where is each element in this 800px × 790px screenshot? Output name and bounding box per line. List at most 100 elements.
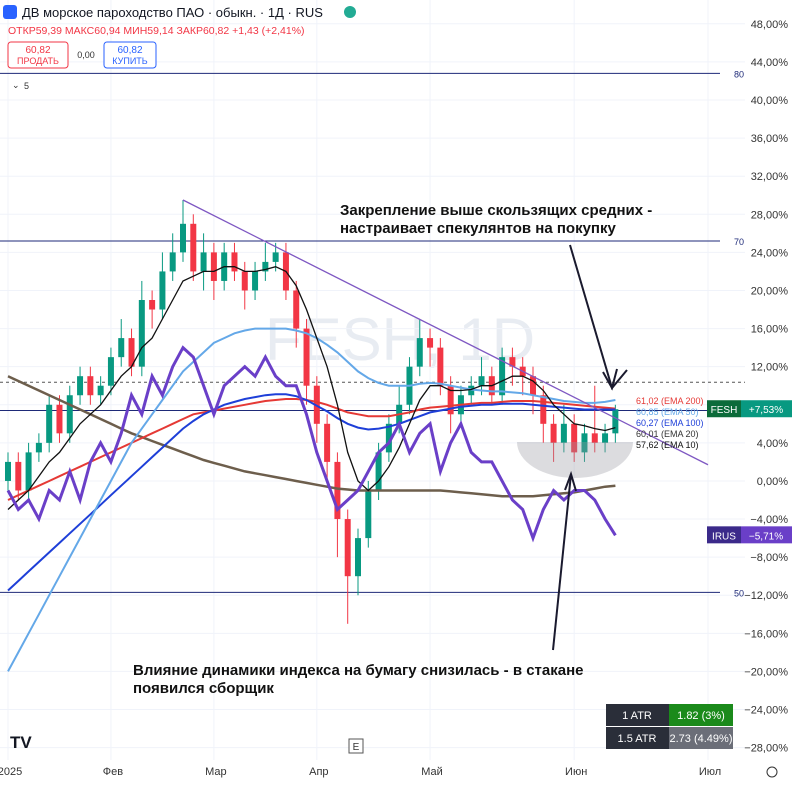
annotation: Влияние динамики индекса на бумагу снизи… [133, 662, 584, 679]
candle-body [334, 461, 341, 520]
candle-body [272, 252, 279, 262]
candle-body [231, 252, 238, 272]
level-label: 70 [734, 237, 744, 247]
candle-body [35, 442, 42, 453]
annotation: настраивает спекулянтов на покупку [340, 220, 616, 237]
candle-body [200, 252, 207, 272]
candle-body [66, 395, 73, 434]
candle-body [375, 452, 382, 491]
candle-body [612, 409, 619, 434]
buy-price: 60,82 [117, 45, 142, 56]
event-box[interactable] [348, 738, 364, 754]
candle-body [138, 300, 145, 367]
candle-body [344, 519, 351, 577]
ema-label: 61,02 (EMA 200) [636, 396, 704, 406]
candle-body [385, 423, 392, 453]
candle-body [190, 223, 197, 272]
candle-body [591, 433, 598, 443]
atr-text: 1.5 ATR [618, 733, 657, 745]
watermark: FESH, 1D [265, 306, 535, 373]
arrowhead [602, 368, 618, 391]
arrow [552, 473, 572, 651]
y-tick-label: 16,00% [751, 324, 789, 336]
candle-body [149, 300, 156, 310]
x-tick-label: Июн [565, 766, 587, 778]
sell-price: 60,82 [25, 45, 50, 56]
price-tag-name: IRUS [712, 531, 736, 542]
series-line [7, 375, 616, 498]
candle-body [241, 271, 248, 291]
candle-body [97, 385, 104, 396]
candle-body [355, 538, 361, 577]
price-tag-name: FESH [711, 405, 738, 416]
arrowhead [564, 470, 577, 492]
annotation: Закрепление выше скользящих средних - [340, 202, 652, 219]
tv-logo[interactable]: TV [10, 733, 32, 752]
y-tick-label: −20,00% [744, 666, 788, 678]
buy-label: КУПИТЬ [112, 56, 147, 66]
sell-label: ПРОДАТЬ [17, 56, 59, 66]
candle-body [530, 376, 536, 396]
price-tag-value: +7,53% [749, 405, 783, 416]
event-marker: E [353, 742, 360, 753]
candle-body [5, 461, 11, 481]
spread: 0,00 [77, 50, 95, 60]
y-tick-label: 48,00% [751, 19, 789, 31]
x-tick-label: Мар [205, 766, 227, 778]
ema-label: 60,01 (EMA 20) [636, 429, 699, 439]
candle-body [478, 376, 485, 386]
y-tick-label: 32,00% [751, 171, 789, 183]
x-tick-label: Фев [103, 766, 123, 778]
level-label: 80 [734, 69, 744, 79]
symbol-title: ДВ морское пароходство ПАО · обыкн. · 1Д… [22, 5, 323, 20]
price-tag [707, 526, 741, 544]
indicator-count[interactable]: 5 [24, 81, 29, 91]
y-tick-label: 12,00% [751, 362, 789, 374]
candle-body [107, 357, 114, 386]
y-tick-label: 24,00% [751, 247, 789, 259]
plot: 80706050 [0, 0, 745, 760]
y-tick-label: −16,00% [744, 628, 788, 640]
x-tick-label: Май [421, 766, 443, 778]
indicator-toggle[interactable]: ⌄ [12, 80, 20, 90]
settings-icon[interactable] [766, 766, 778, 778]
y-tick-label: 28,00% [751, 209, 789, 221]
series-line [7, 398, 616, 501]
candle-body [303, 328, 310, 386]
candle-body [210, 252, 217, 281]
candle-body [427, 338, 434, 348]
candle-body [252, 271, 259, 291]
ema-label: 60,27 (EMA 100) [636, 418, 704, 428]
candle-body [560, 423, 567, 443]
candle-body [262, 261, 269, 272]
atr-cell [606, 704, 669, 726]
atr-cell [669, 727, 733, 749]
candle-body [509, 357, 516, 367]
series-line [6, 345, 617, 543]
series-line [7, 266, 616, 510]
atr-text: 1 ATR [622, 710, 652, 722]
price-tag-value: −5,71% [749, 531, 783, 542]
status-dot [344, 6, 356, 18]
atr-cell [606, 727, 669, 749]
y-tick-label: −8,00% [750, 552, 788, 564]
y-tick-label: −24,00% [744, 705, 788, 717]
y-tick-label: 40,00% [751, 95, 789, 107]
candle-body [447, 385, 454, 415]
price-tag [741, 526, 792, 544]
candle-body [437, 347, 444, 386]
candle-body [180, 223, 186, 253]
y-tick-label: 20,00% [751, 285, 789, 297]
ema-label: 57,62 (EMA 10) [636, 440, 699, 450]
buy-button[interactable] [103, 41, 157, 69]
candle-body [581, 433, 588, 453]
candle-body [571, 423, 578, 453]
atr-text: 1.82 (3%) [677, 710, 725, 722]
candle-body [499, 357, 506, 396]
y-tick-label: −28,00% [744, 743, 788, 755]
candle-body [56, 404, 63, 434]
x-tick-label: Апр [309, 766, 328, 778]
sell-button[interactable] [7, 41, 69, 69]
